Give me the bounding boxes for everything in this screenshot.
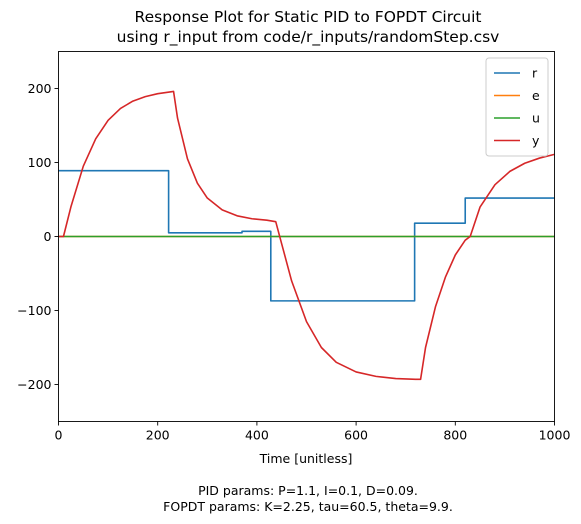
series-lines (58, 90, 555, 381)
chart-title: Response Plot for Static PID to FOPDT Ci… (134, 8, 482, 26)
axis-ticks: 0 200 400 600 800 1000 −200 −100 0 100 200 (17, 81, 570, 443)
y-tick-label: 100 (28, 155, 52, 170)
chart-subtitle: using r_input from code/r_inputs/randomS… (116, 28, 500, 46)
y-tick-label: −100 (17, 303, 51, 318)
y-tick-label: 200 (28, 81, 52, 96)
x-tick-label: 600 (344, 428, 368, 443)
pid-params-caption: PID params: P=1.1, I=0.1, D=0.09. (198, 483, 418, 498)
x-axis-label: Time [unitless] (259, 451, 353, 466)
fopdt-params-caption: FOPDT params: K=2.25, tau=60.5, theta=9.… (163, 499, 453, 514)
legend-box (485, 57, 549, 157)
series-line-r (58, 169, 555, 302)
x-tick-label: 400 (245, 428, 269, 443)
legend-label-r: r (532, 66, 538, 81)
x-tick-label: 800 (443, 428, 467, 443)
series-line-y (58, 90, 555, 381)
y-tick-label: −200 (17, 377, 51, 392)
legend-label-e: e (532, 88, 540, 103)
x-tick-label: 1000 (539, 428, 571, 443)
x-tick-label: 200 (146, 428, 170, 443)
legend-label-u: u (532, 111, 540, 126)
y-tick-label: 0 (44, 229, 52, 244)
x-tick-label: 0 (55, 428, 63, 443)
legend-label-y: y (532, 133, 540, 148)
